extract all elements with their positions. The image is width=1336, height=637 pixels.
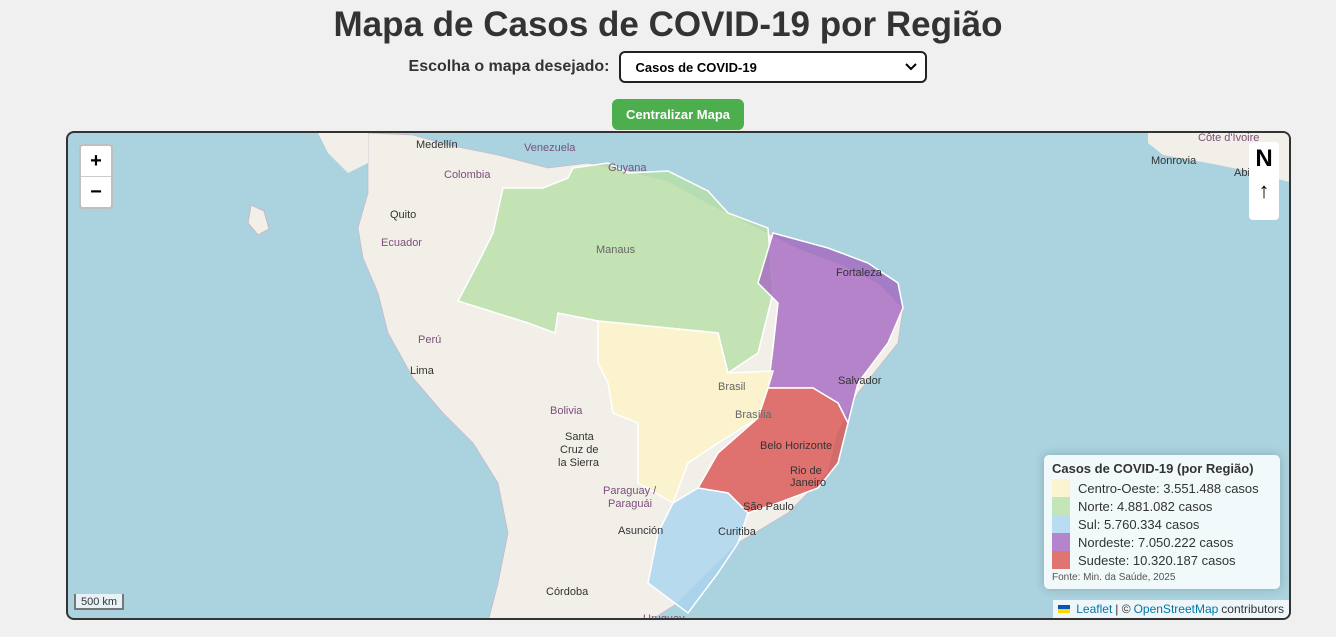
region-norte	[456, 162, 774, 375]
region-sudeste	[696, 387, 849, 514]
center-map-button[interactable]: Centralizar Mapa	[612, 99, 744, 130]
label-rio-1: Rio de	[790, 465, 822, 477]
legend-swatch	[1052, 479, 1070, 497]
north-arrow: N ↑	[1249, 142, 1279, 220]
label-salvador: Salvador	[838, 375, 882, 387]
label-ecuador: Ecuador	[381, 237, 422, 249]
central-america-land	[318, 133, 368, 173]
map-container[interactable]: Medellín Venezuela Guyana Colombia Quito…	[66, 131, 1291, 620]
legend-item: Norte: 4.881.082 casos	[1052, 497, 1272, 515]
label-guyana: Guyana	[608, 162, 647, 174]
legend-label: Sudeste: 10.320.187 casos	[1078, 552, 1236, 568]
legend-item: Centro-Oeste: 3.551.488 casos	[1052, 479, 1272, 497]
scale-bar: 500 km	[74, 594, 124, 610]
label-cordoba: Córdoba	[546, 586, 589, 598]
map-select[interactable]: Casos de COVID-19	[619, 51, 928, 83]
chevron-down-icon	[905, 63, 918, 71]
label-abi: Abi	[1234, 167, 1250, 179]
region-centro-oeste	[597, 320, 775, 505]
label-belo-horizonte: Belo Horizonte	[760, 440, 832, 452]
label-santa-1: Santa	[565, 431, 595, 443]
map-chooser: Escolha o mapa desejado: Casos de COVID-…	[0, 50, 1336, 84]
legend-swatch	[1052, 551, 1070, 569]
chooser-label: Escolha o mapa desejado:	[408, 58, 610, 75]
zoom-out-button[interactable]: −	[90, 180, 102, 203]
label-paraguay-1: Paraguay /	[603, 485, 657, 497]
label-medellin: Medellín	[416, 139, 458, 151]
leaflet-link[interactable]: Leaflet	[1076, 602, 1113, 616]
label-colombia: Colombia	[444, 169, 491, 181]
label-peru: Perú	[418, 334, 441, 346]
label-brasil: Brasil	[718, 381, 746, 393]
legend-swatch	[1052, 515, 1070, 533]
map-attribution: Leaflet | © OpenStreetMap contributors	[1053, 600, 1289, 618]
label-rio-2: Janeiro	[790, 477, 826, 489]
label-cote-divoire: Côte d'Ivoire	[1198, 133, 1259, 144]
legend-item: Sul: 5.760.334 casos	[1052, 515, 1272, 533]
label-bolivia: Bolivia	[550, 405, 583, 417]
label-quito: Quito	[390, 209, 416, 221]
legend-item: Nordeste: 7.050.222 casos	[1052, 533, 1272, 551]
map-select-value: Casos de COVID-19	[635, 59, 757, 75]
map-legend: Casos de COVID-19 (por Região) Centro-Oe…	[1044, 455, 1280, 589]
label-curitiba: Curitiba	[718, 526, 757, 538]
legend-label: Sul: 5.760.334 casos	[1078, 516, 1200, 532]
label-monrovia: Monrovia	[1151, 155, 1197, 167]
label-paraguay-2: Paraguái	[608, 498, 652, 510]
legend-label: Norte: 4.881.082 casos	[1078, 498, 1213, 514]
zoom-control: + −	[79, 144, 113, 209]
label-santa-3: la Sierra	[558, 457, 600, 469]
map-canvas[interactable]: Medellín Venezuela Guyana Colombia Quito…	[68, 133, 1291, 620]
label-brasilia: Brasília	[735, 409, 773, 421]
label-lima: Lima	[410, 365, 435, 377]
attribution-separator: | ©	[1115, 602, 1131, 616]
label-venezuela: Venezuela	[524, 142, 576, 154]
legend-label: Nordeste: 7.050.222 casos	[1078, 534, 1234, 550]
label-sao-paulo: São Paulo	[743, 501, 794, 513]
page-title: Mapa de Casos de COVID-19 por Região	[333, 5, 1003, 44]
label-fortaleza: Fortaleza	[836, 267, 883, 279]
legend-source: Fonte: Min. da Saúde, 2025	[1052, 572, 1176, 583]
label-uruguay: Uruguay	[643, 613, 685, 620]
arrow-up-icon: ↑	[1258, 178, 1270, 203]
legend-item: Sudeste: 10.320.187 casos	[1052, 551, 1272, 569]
label-manaus: Manaus	[596, 244, 636, 256]
legend-label: Centro-Oeste: 3.551.488 casos	[1078, 480, 1259, 496]
label-santa-2: Cruz de	[560, 444, 599, 456]
zoom-in-button[interactable]: +	[81, 146, 111, 177]
region-sul	[647, 487, 749, 615]
osm-link[interactable]: OpenStreetMap	[1133, 602, 1219, 616]
legend-title: Casos de COVID-19 (por Região)	[1052, 461, 1254, 476]
galapagos-islands	[247, 204, 270, 236]
legend-swatch	[1052, 497, 1070, 515]
attribution-contributors: contributors	[1221, 602, 1284, 616]
ukraine-flag-icon	[1058, 605, 1071, 613]
legend-swatch	[1052, 533, 1070, 551]
north-label: N	[1255, 145, 1273, 172]
label-asuncion: Asunción	[618, 525, 663, 537]
